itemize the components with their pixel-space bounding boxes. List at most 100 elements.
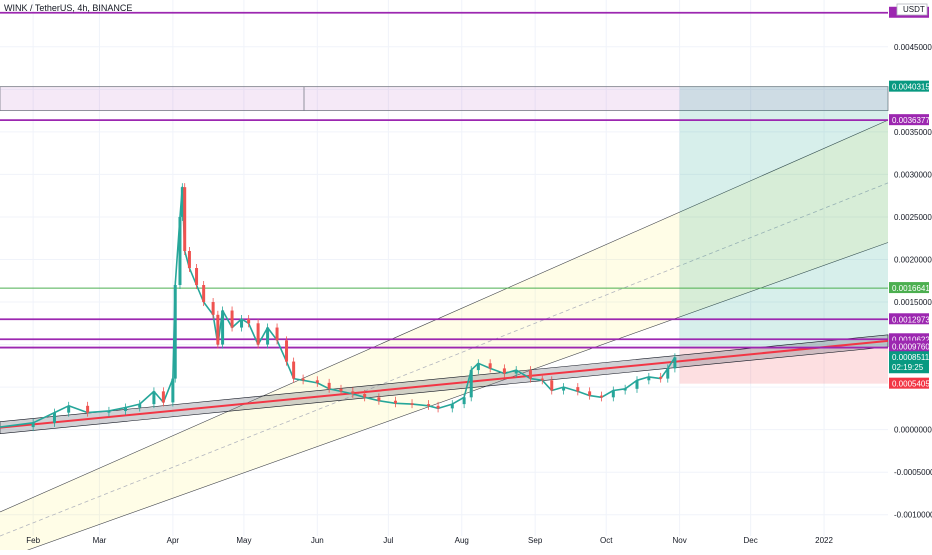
price-tag-level-bg	[889, 333, 929, 345]
candle-body	[562, 387, 566, 391]
candle-body	[202, 285, 206, 303]
candle-body	[339, 388, 343, 392]
candle-body	[588, 391, 592, 396]
x-axis-tick-label: Sep	[528, 536, 543, 545]
candle-body	[266, 327, 270, 345]
candle-body	[173, 285, 177, 379]
price-tag-level-bg	[889, 114, 929, 126]
candle-body	[230, 310, 234, 328]
candle-body	[247, 319, 251, 324]
y-axis-tick-label: 0.0000000	[894, 426, 932, 435]
y-axis-tick-label: -0.0010000	[894, 511, 932, 520]
candle-body	[221, 310, 225, 345]
candle-body	[285, 340, 289, 362]
x-axis-tick-label: Jun	[311, 536, 324, 545]
candle-body	[107, 410, 111, 413]
candle-body	[647, 376, 651, 381]
y-axis-tick-label: 0.0035000	[894, 128, 932, 137]
price-tag-stop: 0.0005405	[892, 380, 930, 389]
candle-body	[211, 302, 215, 315]
channel-midline	[0, 182, 889, 537]
last-price-label: 0.0008511	[892, 353, 930, 362]
candle-body	[462, 397, 466, 405]
price-tag-level-bg	[889, 313, 929, 325]
candle-body	[450, 404, 454, 409]
y-axis-tick-label: -0.0005000	[894, 468, 932, 477]
candle-body	[599, 395, 603, 398]
candle-body	[488, 363, 492, 369]
candle-body	[187, 250, 191, 268]
last-price-countdown: 02:19:25	[892, 363, 924, 372]
price-tag-level: 0.0036377	[892, 116, 930, 125]
position-stop-zone[interactable]	[679, 346, 888, 384]
candle-body	[550, 380, 554, 391]
candle-body	[673, 357, 677, 369]
y-axis-tick-label: 0.0045000	[894, 43, 932, 52]
candle-body	[623, 388, 627, 391]
candle-body	[31, 422, 35, 428]
x-axis-tick-label: Jul	[383, 536, 393, 545]
candle-body	[436, 405, 440, 409]
candle-body	[52, 412, 56, 423]
candle-body	[216, 314, 220, 345]
candle-body	[124, 407, 128, 411]
candle-body	[256, 323, 260, 345]
scale-corner	[888, 532, 932, 550]
channel-fill	[0, 120, 888, 555]
channel-lower-line[interactable]	[0, 242, 889, 555]
position-target-zone[interactable]	[679, 86, 888, 347]
price-tag-level-bg	[889, 282, 929, 294]
candle-body	[611, 390, 615, 398]
candle-body	[576, 387, 580, 392]
candle-body	[502, 368, 506, 374]
range-box[interactable]	[0, 86, 889, 112]
y-axis-tick-label: 0.0020000	[894, 255, 932, 264]
candle-body	[178, 216, 182, 286]
candle-body	[138, 404, 142, 408]
price-tag-entry-bg	[889, 340, 929, 352]
candle-body	[377, 397, 381, 401]
currency-badge[interactable]	[896, 3, 928, 16]
support-band-midline	[0, 339, 889, 429]
candle-body	[171, 378, 175, 403]
x-axis-tick-label: Feb	[26, 536, 40, 545]
candle-body	[410, 403, 414, 405]
x-axis-tick-label: 2022	[815, 536, 833, 545]
candle-body	[659, 376, 663, 379]
candle-body	[469, 370, 473, 398]
candle-body	[161, 391, 165, 403]
candle-body	[240, 319, 244, 328]
price-tag-stop-bg	[889, 377, 929, 389]
candle-body	[292, 361, 296, 379]
price-tag-level: 0.0016641	[892, 284, 930, 293]
candle-body	[183, 187, 187, 251]
channel-upper-line[interactable]	[0, 119, 889, 513]
candle-body	[635, 380, 639, 389]
x-axis-tick-label: Oct	[600, 536, 613, 545]
x-axis-tick-label: Mar	[93, 536, 107, 545]
price-tag-level-bg	[889, 80, 929, 92]
candle-body	[514, 370, 518, 374]
candle-body	[528, 370, 532, 379]
candle-body	[351, 391, 355, 394]
price-tag-entry: 0.0009760	[892, 343, 930, 352]
candle-body	[195, 268, 199, 286]
candle-body	[327, 382, 331, 389]
price-tag-level: 0.0040315	[892, 83, 930, 92]
candle-body	[275, 327, 279, 341]
chart-title: WINK / TetherUS, 4h, BINANCE	[4, 3, 132, 13]
x-axis-tick-label: Nov	[672, 536, 686, 545]
candle-body	[180, 187, 184, 217]
x-axis-tick-label: Aug	[455, 536, 469, 545]
candle-body	[666, 368, 670, 379]
y-axis-tick-label: 0.0025000	[894, 213, 932, 222]
candle-body	[67, 405, 71, 413]
x-axis-tick-label: May	[236, 536, 251, 545]
candle-body	[86, 405, 90, 413]
candle-body	[301, 378, 305, 381]
last-price-bg	[889, 351, 929, 374]
candle-body	[427, 404, 431, 406]
y-axis-tick-label: 0.0015000	[894, 298, 932, 307]
